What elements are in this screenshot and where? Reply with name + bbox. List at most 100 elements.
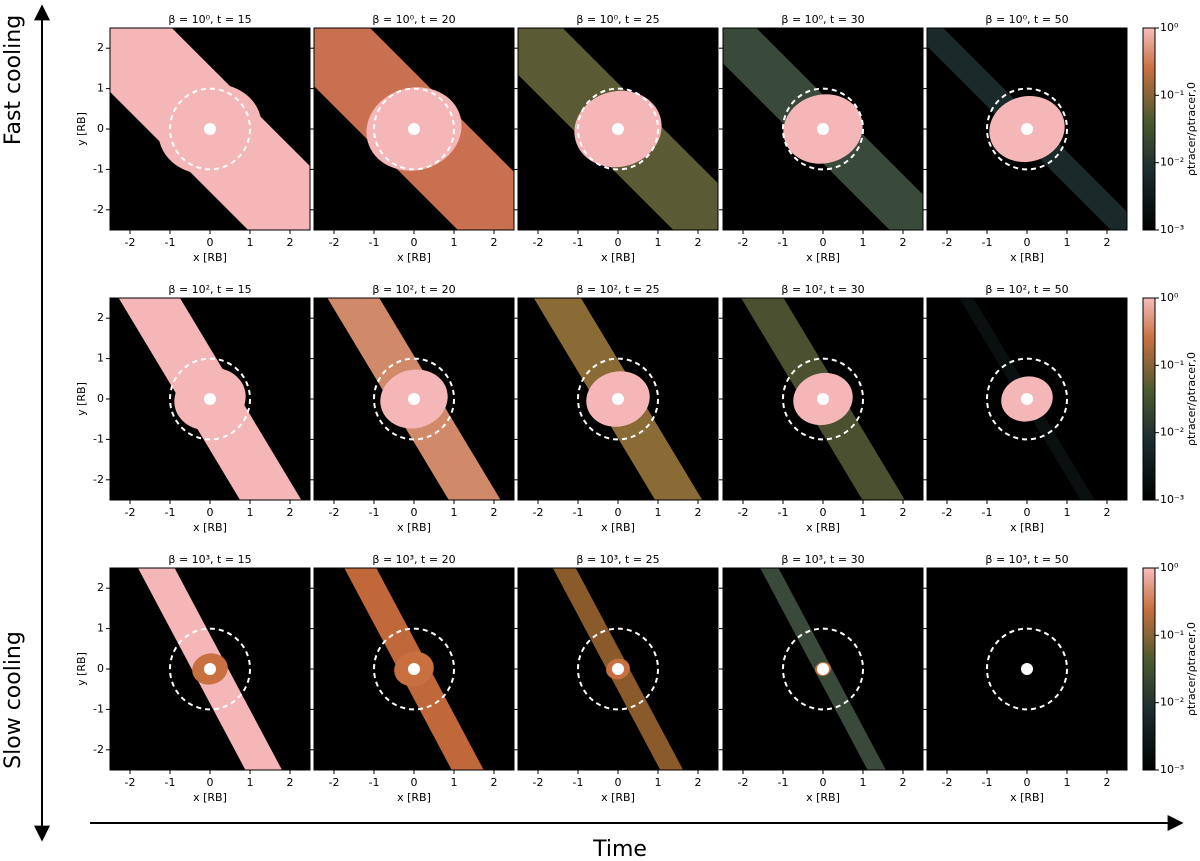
- x-tick-label: -2: [738, 506, 749, 519]
- time-label: Time: [592, 837, 647, 861]
- x-tick-label: -2: [738, 776, 749, 789]
- colorbar-tick-label: 10⁻¹: [1160, 628, 1184, 641]
- y-tick-label: 0: [97, 122, 104, 135]
- x-tick-label: 0: [615, 236, 622, 249]
- x-label: x [RB]: [601, 251, 635, 264]
- panel: [927, 568, 1127, 770]
- x-tick-label: 1: [655, 506, 662, 519]
- colorbar-label: ρtracer/ρtracer,0: [1185, 82, 1198, 176]
- x-tick-label: 2: [1104, 506, 1111, 519]
- x-tick-label: -2: [533, 236, 544, 249]
- y-tick-label: -1: [93, 432, 104, 445]
- panel: [314, 568, 514, 770]
- panel-title: β = 10⁰, t = 50: [985, 13, 1068, 26]
- x-tick-label: 2: [287, 236, 294, 249]
- x-tick-label: 2: [287, 776, 294, 789]
- sink: [1021, 393, 1033, 405]
- sink: [408, 663, 420, 675]
- x-tick-label: 2: [1104, 236, 1111, 249]
- y-tick-label: 0: [97, 662, 104, 675]
- sink: [408, 393, 420, 405]
- x-tick-label: 1: [860, 506, 867, 519]
- x-tick-label: -2: [533, 506, 544, 519]
- sink: [612, 393, 624, 405]
- x-label: x [RB]: [601, 791, 635, 804]
- x-label: x [RB]: [397, 251, 431, 264]
- panel: [110, 298, 310, 500]
- x-tick-label: -1: [573, 236, 584, 249]
- bondi-circle: [986, 627, 1068, 711]
- x-tick-label: 0: [411, 236, 418, 249]
- colorbar-tick-label: 10⁻³: [1160, 493, 1184, 506]
- y-tick-label: 0: [97, 392, 104, 405]
- panel-title: β = 10³, t = 15: [168, 553, 251, 566]
- x-tick-label: -2: [329, 236, 340, 249]
- y-tick-label: 2: [97, 581, 104, 594]
- x-label: x [RB]: [1010, 791, 1044, 804]
- colorbar-tick-label: 10⁻³: [1160, 223, 1184, 236]
- annotation: RB: [1071, 698, 1086, 711]
- x-tick-label: 2: [491, 236, 498, 249]
- x-tick-label: 2: [695, 236, 702, 249]
- x-tick-label: -1: [778, 236, 789, 249]
- panel: [927, 28, 1127, 230]
- sink: [204, 393, 216, 405]
- x-tick-label: -2: [329, 506, 340, 519]
- x-tick-label: -2: [738, 236, 749, 249]
- colorbar-tick-label: 10⁰: [1160, 21, 1179, 34]
- bondi-circle: [577, 87, 659, 171]
- panel-title: β = 10⁰, t = 25: [576, 13, 659, 26]
- x-label: x [RB]: [806, 251, 840, 264]
- panel-title: β = 10², t = 15: [168, 283, 251, 296]
- x-tick-label: 0: [615, 506, 622, 519]
- panel: [314, 28, 514, 230]
- bondi-circle: [986, 357, 1068, 441]
- x-tick-label: -1: [982, 506, 993, 519]
- panel: [110, 28, 310, 230]
- x-tick-label: 1: [860, 776, 867, 789]
- x-tick-label: 2: [900, 776, 907, 789]
- colorbar: [1142, 567, 1156, 771]
- colorbar-label: ρtracer/ρtracer,0: [1185, 352, 1198, 446]
- x-tick-label: -2: [125, 506, 136, 519]
- y-tick-label: -1: [93, 162, 104, 175]
- x-tick-label: 0: [411, 776, 418, 789]
- x-tick-label: 2: [900, 506, 907, 519]
- x-tick-label: 1: [1064, 236, 1071, 249]
- x-tick-label: 0: [1024, 236, 1031, 249]
- x-tick-label: 0: [207, 776, 214, 789]
- colorbar-tick-label: 10⁻²: [1160, 696, 1184, 709]
- y-label: y [RB]: [75, 382, 88, 416]
- x-tick-label: 1: [451, 506, 458, 519]
- x-tick-label: 0: [207, 236, 214, 249]
- panel-title: β = 10⁰, t = 15: [168, 13, 251, 26]
- colorbar: [1142, 297, 1156, 501]
- colorbar-label: ρtracer/ρtracer,0: [1185, 622, 1198, 716]
- colorbar-tick-label: 10⁻¹: [1160, 358, 1184, 371]
- panel: [518, 568, 718, 770]
- x-tick-label: -1: [982, 236, 993, 249]
- x-tick-label: -1: [573, 776, 584, 789]
- x-tick-label: 1: [655, 776, 662, 789]
- x-tick-label: 0: [820, 776, 827, 789]
- x-label: x [RB]: [1010, 521, 1044, 534]
- sink: [817, 663, 829, 675]
- sink: [1021, 663, 1033, 675]
- y-tick-label: 1: [97, 82, 104, 95]
- x-tick-label: -1: [369, 776, 380, 789]
- colorbar-tick-label: 10⁰: [1160, 561, 1179, 574]
- row-label-bottom: Slow cooling: [1, 631, 26, 769]
- bondi-circle: [169, 627, 251, 711]
- sink: [408, 123, 420, 135]
- x-tick-label: -1: [165, 506, 176, 519]
- colorbar-tick-label: 10⁰: [1160, 291, 1179, 304]
- x-tick-label: 0: [207, 506, 214, 519]
- x-label: x [RB]: [397, 791, 431, 804]
- x-tick-label: 1: [1064, 776, 1071, 789]
- panel-title: β = 10³, t = 25: [576, 553, 659, 566]
- x-tick-label: -1: [778, 506, 789, 519]
- bondi-circle: [782, 87, 864, 171]
- x-tick-label: 1: [860, 236, 867, 249]
- x-tick-label: 2: [287, 506, 294, 519]
